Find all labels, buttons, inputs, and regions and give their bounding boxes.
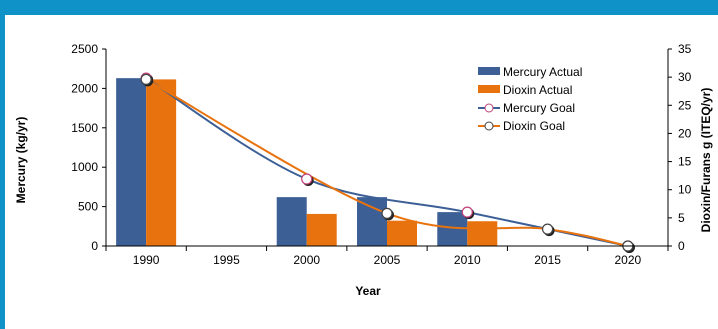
bar-mercury-actual (357, 197, 387, 246)
axes-group (102, 48, 672, 251)
legend: Mercury Actual Dioxin Actual Mercury Goal D… (478, 65, 582, 133)
y2-tick-label: 35 (678, 42, 692, 56)
legend-marker-mercury-goal (484, 103, 494, 113)
legend-marker-dioxin-goal (484, 121, 494, 131)
y2-tick-label: 5 (678, 211, 685, 225)
legend-swatch-mercury-actual (478, 67, 500, 75)
legend-label: Mercury Goal (503, 101, 575, 115)
y-tick-label: 1000 (71, 160, 98, 174)
marker-dioxin-goal (541, 223, 554, 235)
legend-swatch-dioxin-actual (478, 85, 500, 93)
header-bar (0, 0, 718, 15)
bar-dioxin-actual (306, 213, 337, 246)
x-tick-label: 1995 (213, 253, 240, 267)
x-tick-label: 2015 (534, 253, 561, 267)
x-tick-label: 2020 (615, 253, 642, 267)
y2-tick-label: 10 (678, 183, 692, 197)
line-dioxin-goal (145, 78, 629, 247)
y2-tick-label: 15 (678, 155, 692, 169)
y-tick-label: 0 (91, 239, 98, 253)
x-tick-labels: 1990 1995 2000 2005 2010 2015 2020 (133, 253, 642, 267)
legend-label: Mercury Actual (503, 65, 582, 79)
y2-tick-label: 25 (678, 98, 692, 112)
x-axis-title: Year (355, 284, 381, 298)
y-tick-label: 2000 (71, 81, 98, 95)
y2-tick-labels: 0 5 10 15 20 25 30 35 (678, 42, 692, 253)
legend-label: Dioxin Goal (503, 119, 565, 133)
y-tick-label: 1500 (71, 121, 98, 135)
y2-tick-label: 30 (678, 70, 692, 84)
y-axis-title: Mercury (kg/yr) (14, 117, 28, 204)
bar-dioxin-actual (146, 79, 177, 246)
x-tick-label: 1990 (133, 253, 160, 267)
y2-tick-label: 20 (678, 126, 692, 140)
y-tick-label: 500 (78, 200, 98, 214)
legend-label: Dioxin Actual (503, 83, 572, 97)
y2-tick-label: 0 (678, 239, 685, 253)
bar-dioxin-actual (387, 220, 417, 246)
marker-mercury-goal (301, 173, 313, 185)
marker-dioxin-goal (381, 207, 393, 219)
bars-group (116, 78, 498, 246)
y-tick-label: 2500 (71, 42, 98, 56)
bar-mercury-actual (276, 197, 307, 246)
lines-group (145, 77, 629, 247)
bar-dioxin-actual (467, 221, 498, 246)
x-tick-label: 2010 (454, 253, 481, 267)
left-accent-bar (0, 15, 5, 329)
marker-dioxin-goal (140, 73, 152, 85)
y2-axis-title: Dioxin/Furans g (ITEQ/yr) (699, 88, 713, 233)
marker-mercury-goal (461, 206, 473, 218)
x-tick-label: 2000 (293, 253, 320, 267)
bar-mercury-actual (116, 78, 147, 246)
x-tick-label: 2005 (374, 253, 401, 267)
y-tick-labels: 0 500 1000 1500 2000 2500 (71, 42, 98, 253)
